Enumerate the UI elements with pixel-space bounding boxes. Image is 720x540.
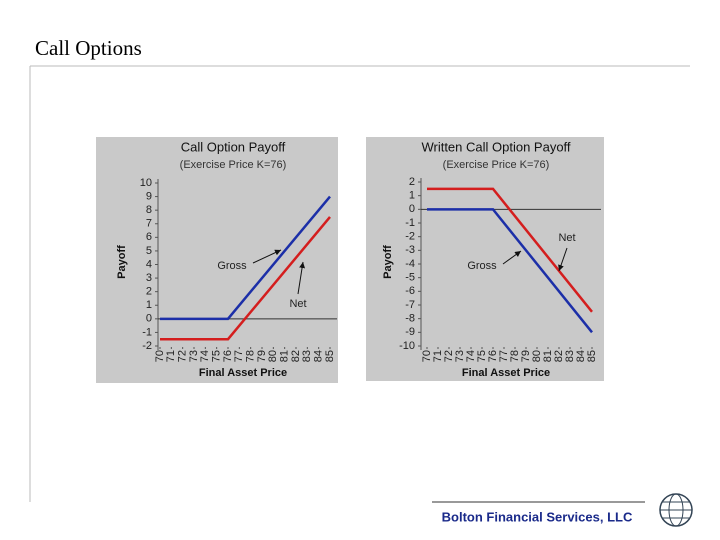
chart-panel: [366, 137, 604, 381]
series-annotation: Gross: [217, 260, 247, 272]
y-tick-label: 9: [146, 190, 152, 202]
y-tick-label: 3: [146, 272, 152, 284]
x-tick-label: 70: [421, 350, 433, 362]
x-tick-label: 84: [313, 350, 325, 362]
x-tick-label: 72: [177, 350, 189, 362]
y-tick-label: 10: [140, 177, 152, 189]
x-tick-label: 79: [256, 350, 268, 362]
x-tick-label: 77: [233, 350, 245, 362]
x-tick-label: 78: [245, 350, 257, 362]
series-annotation: Gross: [467, 260, 497, 272]
annotation-arrow: [297, 261, 306, 295]
y-tick-label: -6: [405, 285, 415, 297]
y-tick-label: -1: [405, 217, 415, 229]
x-tick-label: 80: [267, 350, 279, 362]
series-line: [427, 208, 593, 334]
x-tick-label: 73: [454, 350, 466, 362]
y-tick-label: -7: [405, 299, 415, 311]
y-tick-label: -1: [142, 326, 152, 338]
y-tick-label: -2: [405, 231, 415, 243]
y-tick-label: -9: [405, 326, 415, 338]
x-tick-label: 75: [476, 350, 488, 362]
y-tick-label: 2: [409, 176, 415, 188]
slide-title: Call Options: [35, 36, 142, 60]
annotation-arrow: [558, 247, 568, 272]
y-tick-label: -10: [399, 340, 415, 352]
y-tick-label: 8: [146, 204, 152, 216]
logo: [659, 493, 693, 527]
annotation-arrow: [502, 250, 522, 265]
charts: Call Option Payoff (Exercise Price K=76) F…: [116, 139, 601, 379]
x-tick-label: 81: [542, 350, 554, 362]
y-tick-label: 0: [146, 313, 152, 325]
y-tick-label: 5: [146, 245, 152, 257]
y-axis-label: Payoff: [116, 245, 128, 279]
x-tick-label: 85: [324, 350, 336, 362]
x-tick-label: 74: [465, 350, 477, 362]
series-line: [160, 216, 331, 341]
x-tick-label: 84: [575, 350, 587, 362]
y-tick-label: -8: [405, 313, 415, 325]
y-axis-label: Payoff: [382, 245, 394, 279]
series-line: [160, 195, 331, 321]
x-tick-label: 71: [432, 350, 444, 362]
x-tick-label: 83: [301, 350, 313, 362]
x-axis-label: Final Asset Price: [199, 367, 287, 379]
y-tick-label: 2: [146, 286, 152, 298]
annotation-arrow: [252, 249, 282, 264]
x-tick-label: 74: [199, 350, 211, 362]
x-tick-label: 81: [279, 350, 291, 362]
y-tick-label: 0: [409, 203, 415, 215]
footer-text: Bolton Financial Services, LLC: [442, 509, 633, 524]
x-tick-label: 71: [165, 350, 177, 362]
x-tick-label: 82: [553, 350, 565, 362]
x-tick-label: 75: [211, 350, 223, 362]
x-tick-label: 76: [222, 350, 234, 362]
x-tick-label: 73: [188, 350, 200, 362]
chart-subtitle: (Exercise Price K=76): [180, 159, 287, 171]
x-tick-label: 77: [498, 350, 510, 362]
x-tick-label: 79: [520, 350, 532, 362]
series-annotation: Net: [558, 232, 575, 244]
x-tick-label: 78: [509, 350, 521, 362]
x-tick-label: 83: [564, 350, 576, 362]
chart-title: Written Call Option Payoff: [421, 139, 570, 154]
x-tick-label: 80: [531, 350, 543, 362]
y-tick-label: -3: [405, 244, 415, 256]
chart-subtitle: (Exercise Price K=76): [443, 159, 550, 171]
x-tick-label: 85: [586, 350, 598, 362]
y-tick-label: 4: [146, 258, 152, 270]
x-tick-label: 82: [290, 350, 302, 362]
x-tick-label: 70: [154, 350, 166, 362]
x-tick-label: 72: [443, 350, 455, 362]
y-tick-label: 6: [146, 231, 152, 243]
y-tick-label: 7: [146, 218, 152, 230]
chart-title: Call Option Payoff: [181, 139, 286, 154]
y-tick-label: 1: [409, 190, 415, 202]
y-tick-label: -4: [405, 258, 415, 270]
y-tick-label: 1: [146, 299, 152, 311]
x-tick-label: 76: [487, 350, 499, 362]
chart-panel: [96, 137, 338, 383]
x-axis-label: Final Asset Price: [462, 367, 550, 379]
y-tick-label: -5: [405, 272, 415, 284]
series-annotation: Net: [289, 298, 306, 310]
y-tick-label: -2: [142, 340, 152, 352]
